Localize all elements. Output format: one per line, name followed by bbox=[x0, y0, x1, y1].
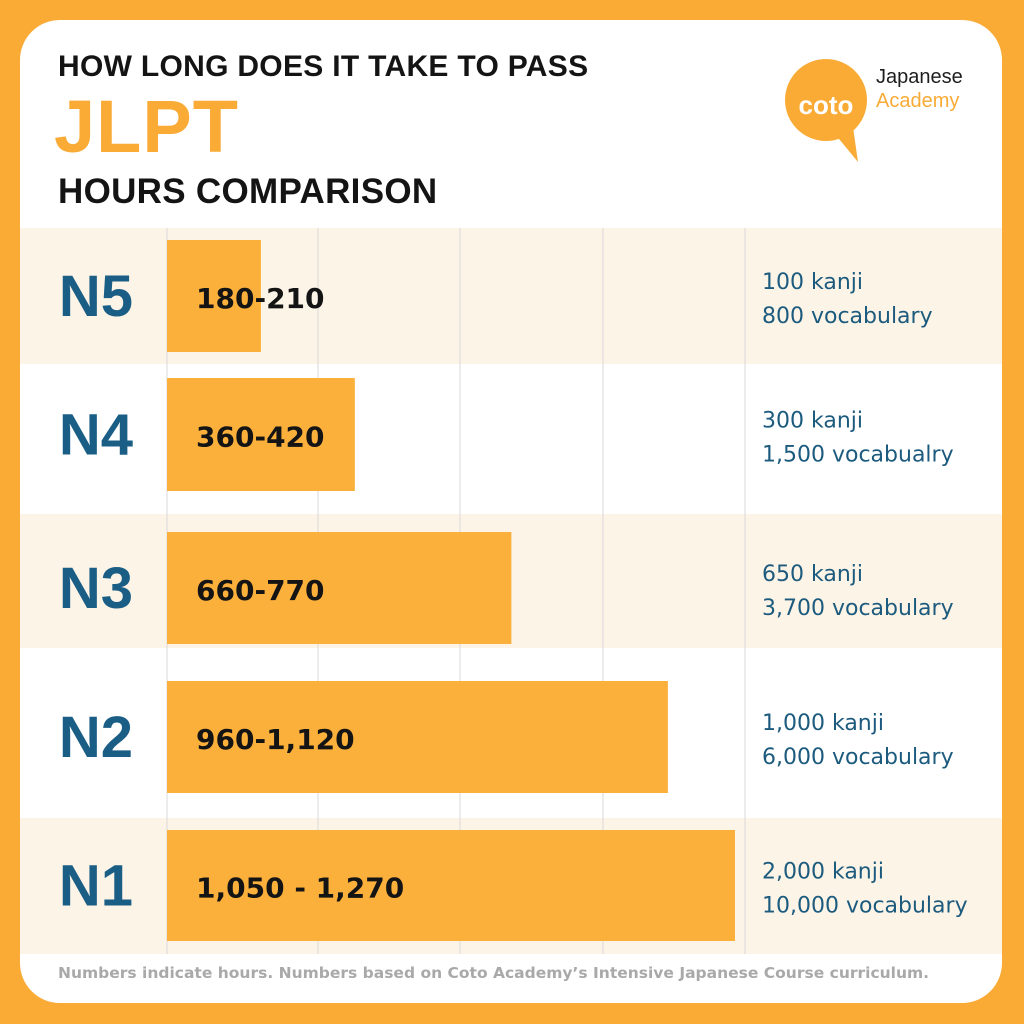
hours-bar-chart: N5 180-210 100 kanji 800 vocabulary N4 360-42… bbox=[20, 228, 1002, 954]
kanji-count: 1,000 kanji bbox=[762, 711, 884, 736]
bar-n2 bbox=[167, 681, 668, 793]
kanji-count: 2,000 kanji bbox=[762, 860, 884, 885]
level-label-n5: N5 bbox=[59, 264, 133, 329]
title-line-3: HOURS COMPARISON bbox=[58, 172, 438, 211]
infographic-card: HOW LONG DOES IT TAKE TO PASS JLPT HOURS… bbox=[20, 20, 1002, 1003]
speech-bubble-icon bbox=[784, 58, 868, 168]
vocabulary-count: 1,500 vocabualry bbox=[762, 443, 954, 468]
logo-japanese: Japanese bbox=[876, 66, 963, 88]
bar-n1 bbox=[167, 830, 735, 941]
kanji-count: 650 kanji bbox=[762, 562, 863, 587]
coto-academy-logo: coto Japanese Academy bbox=[784, 58, 984, 168]
title-line-1: HOW LONG DOES IT TAKE TO PASS bbox=[58, 50, 589, 83]
level-label-n1: N1 bbox=[59, 854, 133, 919]
bar-value-label: 180-210 bbox=[196, 282, 325, 315]
title-jlpt: JLPT bbox=[54, 85, 239, 168]
level-label-n4: N4 bbox=[59, 403, 133, 468]
level-label-n3: N3 bbox=[59, 556, 133, 621]
level-label-n2: N2 bbox=[59, 705, 133, 770]
kanji-count: 100 kanji bbox=[762, 270, 863, 295]
bar-value-label: 960-1,120 bbox=[196, 723, 355, 756]
bar-value-label: 360-420 bbox=[196, 421, 325, 454]
bar-n4 bbox=[167, 378, 355, 491]
bar-value-label: 660-770 bbox=[196, 574, 325, 607]
footnote: Numbers indicate hours. Numbers based on… bbox=[58, 964, 930, 982]
logo-wordmark: coto bbox=[798, 90, 854, 120]
bar-n3 bbox=[167, 532, 512, 644]
kanji-count: 300 kanji bbox=[762, 409, 863, 434]
bar-n5 bbox=[167, 240, 261, 352]
bar-value-label: 1,050 - 1,270 bbox=[196, 872, 404, 905]
logo-academy: Academy bbox=[876, 90, 960, 112]
vocabulary-count: 6,000 vocabulary bbox=[762, 745, 954, 770]
vocabulary-count: 3,700 vocabulary bbox=[762, 596, 954, 621]
vocabulary-count: 800 vocabulary bbox=[762, 304, 933, 329]
vocabulary-count: 10,000 vocabulary bbox=[762, 894, 968, 919]
